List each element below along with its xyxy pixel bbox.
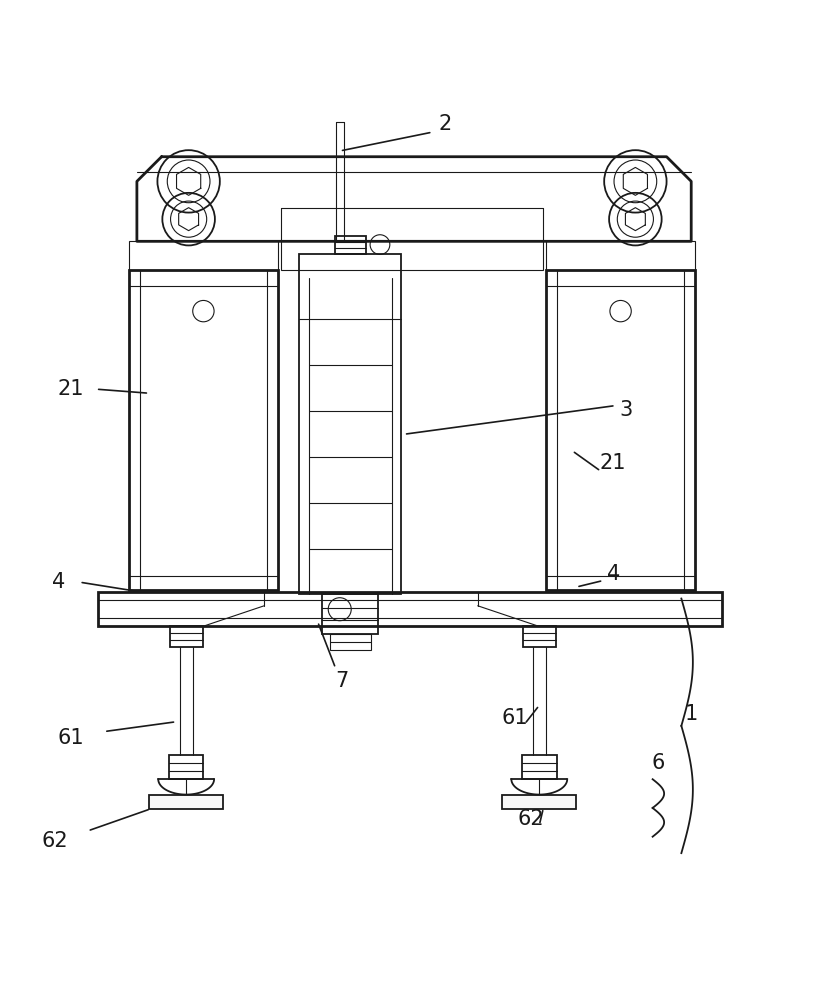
- Bar: [322, 594, 378, 634]
- Bar: [129, 270, 279, 590]
- Text: 4: 4: [52, 572, 65, 592]
- Bar: [503, 795, 576, 809]
- Bar: [169, 755, 204, 779]
- Bar: [149, 795, 223, 809]
- Bar: [522, 755, 556, 779]
- Text: 4: 4: [606, 564, 620, 584]
- Bar: [299, 254, 401, 594]
- Text: 21: 21: [600, 453, 626, 473]
- Bar: [281, 241, 543, 270]
- Text: 2: 2: [438, 114, 452, 134]
- Text: 61: 61: [501, 708, 528, 728]
- Text: 21: 21: [58, 379, 84, 399]
- Bar: [545, 270, 695, 590]
- Text: 3: 3: [619, 400, 632, 420]
- Text: 7: 7: [335, 671, 349, 691]
- Text: 1: 1: [685, 704, 698, 724]
- Text: 6: 6: [652, 753, 665, 773]
- Bar: [545, 241, 695, 270]
- Text: 61: 61: [58, 728, 85, 748]
- Bar: [335, 236, 366, 254]
- Bar: [98, 592, 723, 626]
- Text: 62: 62: [41, 831, 68, 851]
- Bar: [129, 241, 279, 270]
- Bar: [523, 626, 555, 647]
- Bar: [170, 626, 203, 647]
- Text: 62: 62: [517, 809, 545, 829]
- Bar: [330, 634, 371, 650]
